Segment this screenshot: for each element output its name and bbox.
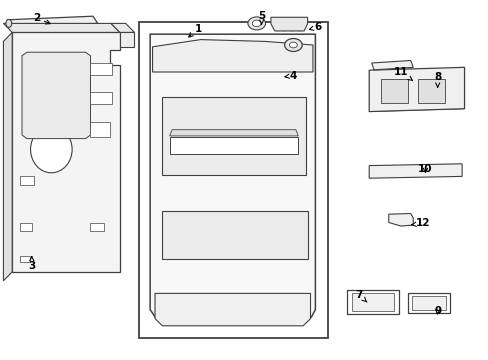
Bar — [20, 256, 30, 262]
Polygon shape — [417, 79, 444, 103]
Polygon shape — [368, 164, 461, 178]
Bar — [162, 211, 307, 259]
Polygon shape — [3, 23, 120, 32]
Text: 2: 2 — [33, 13, 50, 24]
Text: 7: 7 — [355, 290, 366, 302]
Text: 8: 8 — [433, 72, 440, 87]
Polygon shape — [3, 32, 12, 281]
Polygon shape — [111, 23, 134, 32]
Polygon shape — [150, 34, 315, 324]
Bar — [20, 176, 34, 185]
Text: 12: 12 — [410, 218, 429, 228]
Text: 5: 5 — [258, 11, 264, 24]
Polygon shape — [169, 130, 298, 136]
Text: 9: 9 — [433, 306, 440, 316]
Text: 3: 3 — [28, 257, 35, 271]
Bar — [407, 293, 449, 313]
Polygon shape — [371, 60, 412, 70]
Ellipse shape — [6, 19, 12, 27]
Polygon shape — [12, 32, 120, 272]
Polygon shape — [22, 52, 90, 139]
Polygon shape — [388, 213, 412, 226]
Bar — [90, 92, 112, 104]
Bar — [351, 293, 393, 311]
Polygon shape — [7, 16, 98, 27]
Circle shape — [289, 42, 297, 48]
Bar — [411, 296, 445, 310]
Bar — [90, 63, 112, 75]
Bar — [169, 138, 298, 154]
Ellipse shape — [30, 126, 72, 173]
Text: 11: 11 — [393, 67, 411, 80]
Polygon shape — [155, 293, 310, 326]
Polygon shape — [270, 17, 307, 31]
Polygon shape — [120, 32, 134, 47]
Polygon shape — [152, 40, 312, 72]
Text: 10: 10 — [417, 164, 432, 174]
Circle shape — [284, 39, 302, 51]
Polygon shape — [368, 67, 464, 112]
Polygon shape — [381, 79, 407, 103]
Bar — [90, 223, 104, 231]
Circle shape — [252, 20, 261, 27]
Circle shape — [247, 17, 265, 30]
Text: 6: 6 — [309, 22, 321, 32]
Text: 1: 1 — [188, 24, 201, 37]
Bar — [162, 97, 305, 175]
Bar — [139, 22, 327, 338]
Bar — [90, 122, 110, 137]
Bar — [20, 223, 32, 231]
Bar — [346, 290, 398, 314]
Text: 4: 4 — [285, 71, 297, 81]
